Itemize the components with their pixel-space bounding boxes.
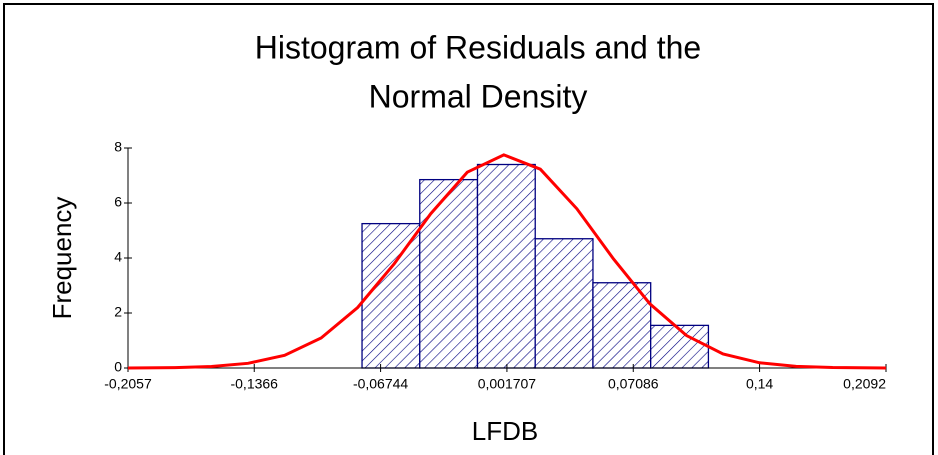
- bar: [419, 178, 479, 369]
- x-tick-label: -0,06744: [353, 376, 408, 392]
- y-tick-label: 8: [114, 139, 122, 155]
- y-tick-label: 0: [114, 359, 122, 375]
- chart-title: Normal Density: [369, 78, 588, 114]
- bar: [534, 238, 594, 369]
- y-axis-label: Frequency: [47, 197, 77, 320]
- x-tick-label: -0,2057: [104, 376, 152, 392]
- x-tick-label: 0,07086: [608, 376, 659, 392]
- y-tick-label: 4: [114, 249, 122, 265]
- x-tick-label: 0,14: [746, 376, 773, 392]
- x-tick-label: 0,2092: [843, 376, 886, 392]
- x-tick-label: -0,1366: [230, 376, 278, 392]
- y-tick-label: 6: [114, 194, 122, 210]
- bar: [650, 324, 710, 369]
- x-axis-label: LFDB: [472, 416, 538, 446]
- chart-title: Histogram of Residuals and the: [255, 29, 701, 65]
- bar: [592, 282, 652, 369]
- bar: [476, 163, 536, 369]
- x-tick-label: 0,001707: [478, 376, 537, 392]
- bar: [361, 222, 421, 369]
- normal-curve: [127, 153, 887, 370]
- y-tick-label: 2: [114, 304, 122, 320]
